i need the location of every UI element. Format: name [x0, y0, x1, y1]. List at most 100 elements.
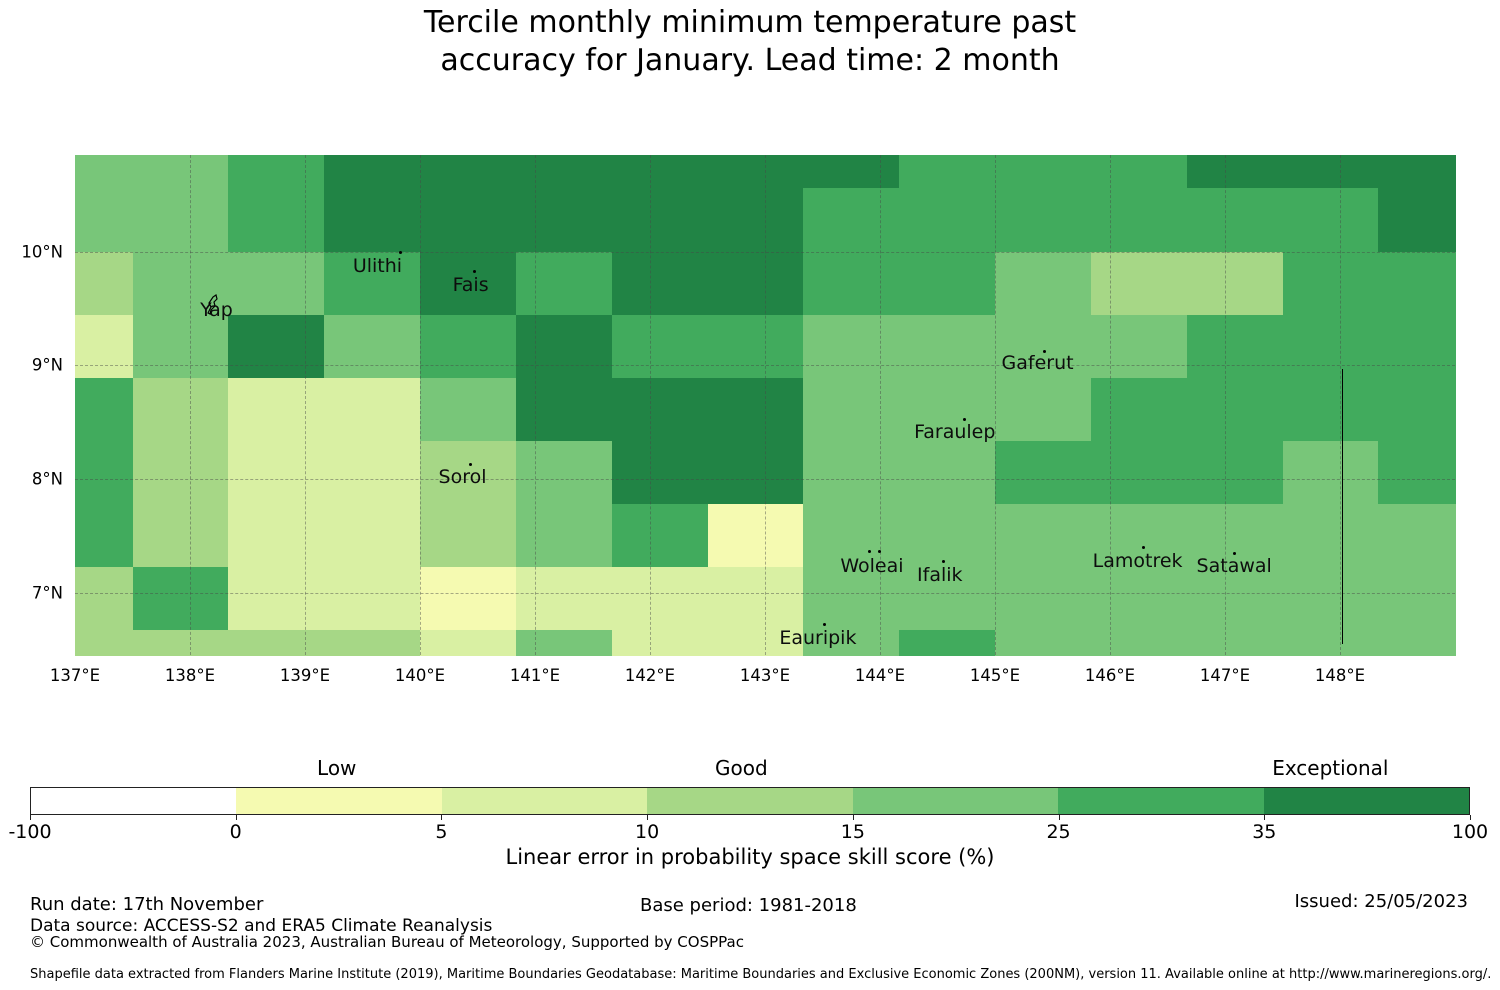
island-dot — [1233, 552, 1237, 556]
island-dot — [468, 462, 472, 466]
heatmap-cell — [324, 567, 421, 631]
gridline-horizontal — [75, 478, 1455, 480]
colorbar-tick — [1470, 815, 1471, 820]
heatmap-cell — [1378, 567, 1456, 631]
colorbar-segment — [852, 788, 1059, 814]
y-axis-tick-label: 9°N — [31, 355, 63, 375]
heatmap-cell — [611, 441, 709, 505]
shapefile-credit-text: Shapefile data extracted from Flanders M… — [30, 967, 1492, 982]
chart-title-line1: Tercile monthly minimum temperature past — [423, 5, 1077, 40]
colorbar-tick-label: 100 — [1451, 821, 1489, 843]
heatmap-cell — [611, 188, 709, 253]
map-canvas: Yap Ulithi Fais Gaferut Faraulep Sorol Woleai I… — [21, 155, 1456, 685]
heatmap-cell — [1090, 314, 1188, 379]
run-date-text: Run date: 17th November — [30, 894, 264, 915]
heatmap-cell — [75, 630, 134, 656]
heatmap-cell — [611, 251, 709, 316]
heatmap-cell — [324, 630, 421, 656]
heatmap-cell — [803, 314, 900, 379]
heatmap-cell — [515, 441, 613, 505]
heatmap-cell — [515, 188, 613, 253]
heatmap-cell — [803, 251, 900, 316]
heatmap-cell — [420, 504, 517, 568]
heatmap-cell — [1378, 155, 1456, 189]
heatmap-cell — [228, 377, 325, 442]
island-dot — [472, 269, 476, 273]
x-axis-tick-label: 142°E — [624, 666, 676, 685]
heatmap-cell — [995, 251, 1092, 316]
heatmap-cell — [228, 441, 325, 505]
heatmap-cell — [707, 630, 804, 656]
yap-island-outline — [207, 293, 219, 315]
heatmap-cell — [707, 314, 804, 379]
heatmap-cell — [515, 504, 613, 568]
heatmap-cell — [995, 377, 1092, 442]
island-label: Yap — [200, 298, 233, 321]
colorbar-segment — [236, 788, 442, 814]
heatmap-cell — [611, 567, 709, 631]
x-axis-tick-label: 148°E — [1314, 666, 1366, 685]
colorbar-tick — [1058, 815, 1060, 820]
gridline-vertical — [420, 155, 421, 655]
eez-boundary-line — [1342, 368, 1344, 644]
island-label: Lamotrek — [1092, 549, 1183, 572]
heatmap-cell — [1186, 314, 1284, 379]
x-axis-tick-label: 137°E — [49, 666, 101, 685]
gridline-vertical — [880, 155, 881, 655]
heatmap-cell — [899, 630, 996, 656]
heatmap-cell — [995, 441, 1092, 505]
heatmap-cell — [1186, 377, 1284, 442]
heatmap-cell — [515, 155, 613, 189]
x-axis-tick-label: 140°E — [394, 666, 446, 685]
heatmap-cell — [1378, 377, 1456, 442]
colorbar-segment — [441, 788, 648, 814]
gridline-vertical — [765, 155, 766, 655]
heatmap-cell — [228, 188, 325, 253]
heatmap-cell — [707, 251, 804, 316]
colorbar-tick-label: 0 — [229, 821, 242, 843]
colorbar: -100 0 5 10 15 25 35 100 Low Good Exceptional — [8, 756, 1488, 843]
heatmap-cell — [707, 441, 804, 505]
heatmap-cell — [228, 251, 325, 316]
heatmap-cell — [707, 567, 804, 631]
heatmap-cell — [132, 314, 229, 379]
heatmap-cell — [1090, 155, 1188, 189]
heatmap-cell — [1282, 377, 1379, 442]
heatmap-cell — [420, 155, 517, 189]
heatmap-cell — [707, 377, 804, 442]
y-axis-tick-label: 7°N — [31, 583, 63, 602]
island-dot — [822, 622, 826, 626]
colorbar-tick — [235, 815, 237, 820]
gridline-vertical — [1225, 155, 1226, 655]
heatmap-cell — [1282, 155, 1379, 189]
island-label: Satawal — [1196, 555, 1272, 578]
heatmap-cell — [995, 188, 1092, 253]
colorbar-tick-label: 35 — [1252, 821, 1277, 843]
y-axis-tick-label: 10°N — [21, 242, 63, 262]
island-dot — [1042, 349, 1046, 353]
gridline-vertical — [1340, 155, 1341, 655]
colorbar-tick-label: 25 — [1046, 821, 1071, 843]
colorbar-tick — [1264, 815, 1266, 820]
island-label: Ulithi — [352, 255, 403, 278]
island-dot — [1141, 545, 1145, 549]
x-axis-tick-label: 147°E — [1199, 666, 1251, 685]
heatmap-cell — [1186, 155, 1284, 189]
colorbar-class-label: Low — [317, 756, 357, 780]
heatmap-cell — [995, 567, 1092, 631]
heatmap-cell — [1186, 504, 1284, 568]
heatmap-cell — [75, 441, 134, 505]
heatmap-cell — [1186, 567, 1284, 631]
heatmap-cell — [803, 567, 900, 631]
island-dot — [962, 418, 966, 422]
heatmap-cell — [1282, 441, 1379, 505]
heatmap-cell — [515, 630, 613, 656]
colorbar-tick — [647, 815, 649, 820]
heatmap-cell — [1282, 188, 1379, 253]
colorbar-tick-label: -100 — [8, 821, 52, 843]
heatmap-cell — [707, 188, 804, 253]
heatmap-cell — [803, 155, 900, 189]
x-axis-tick-label: 138°E — [164, 666, 216, 685]
colorbar-tick-label: 15 — [840, 821, 865, 843]
